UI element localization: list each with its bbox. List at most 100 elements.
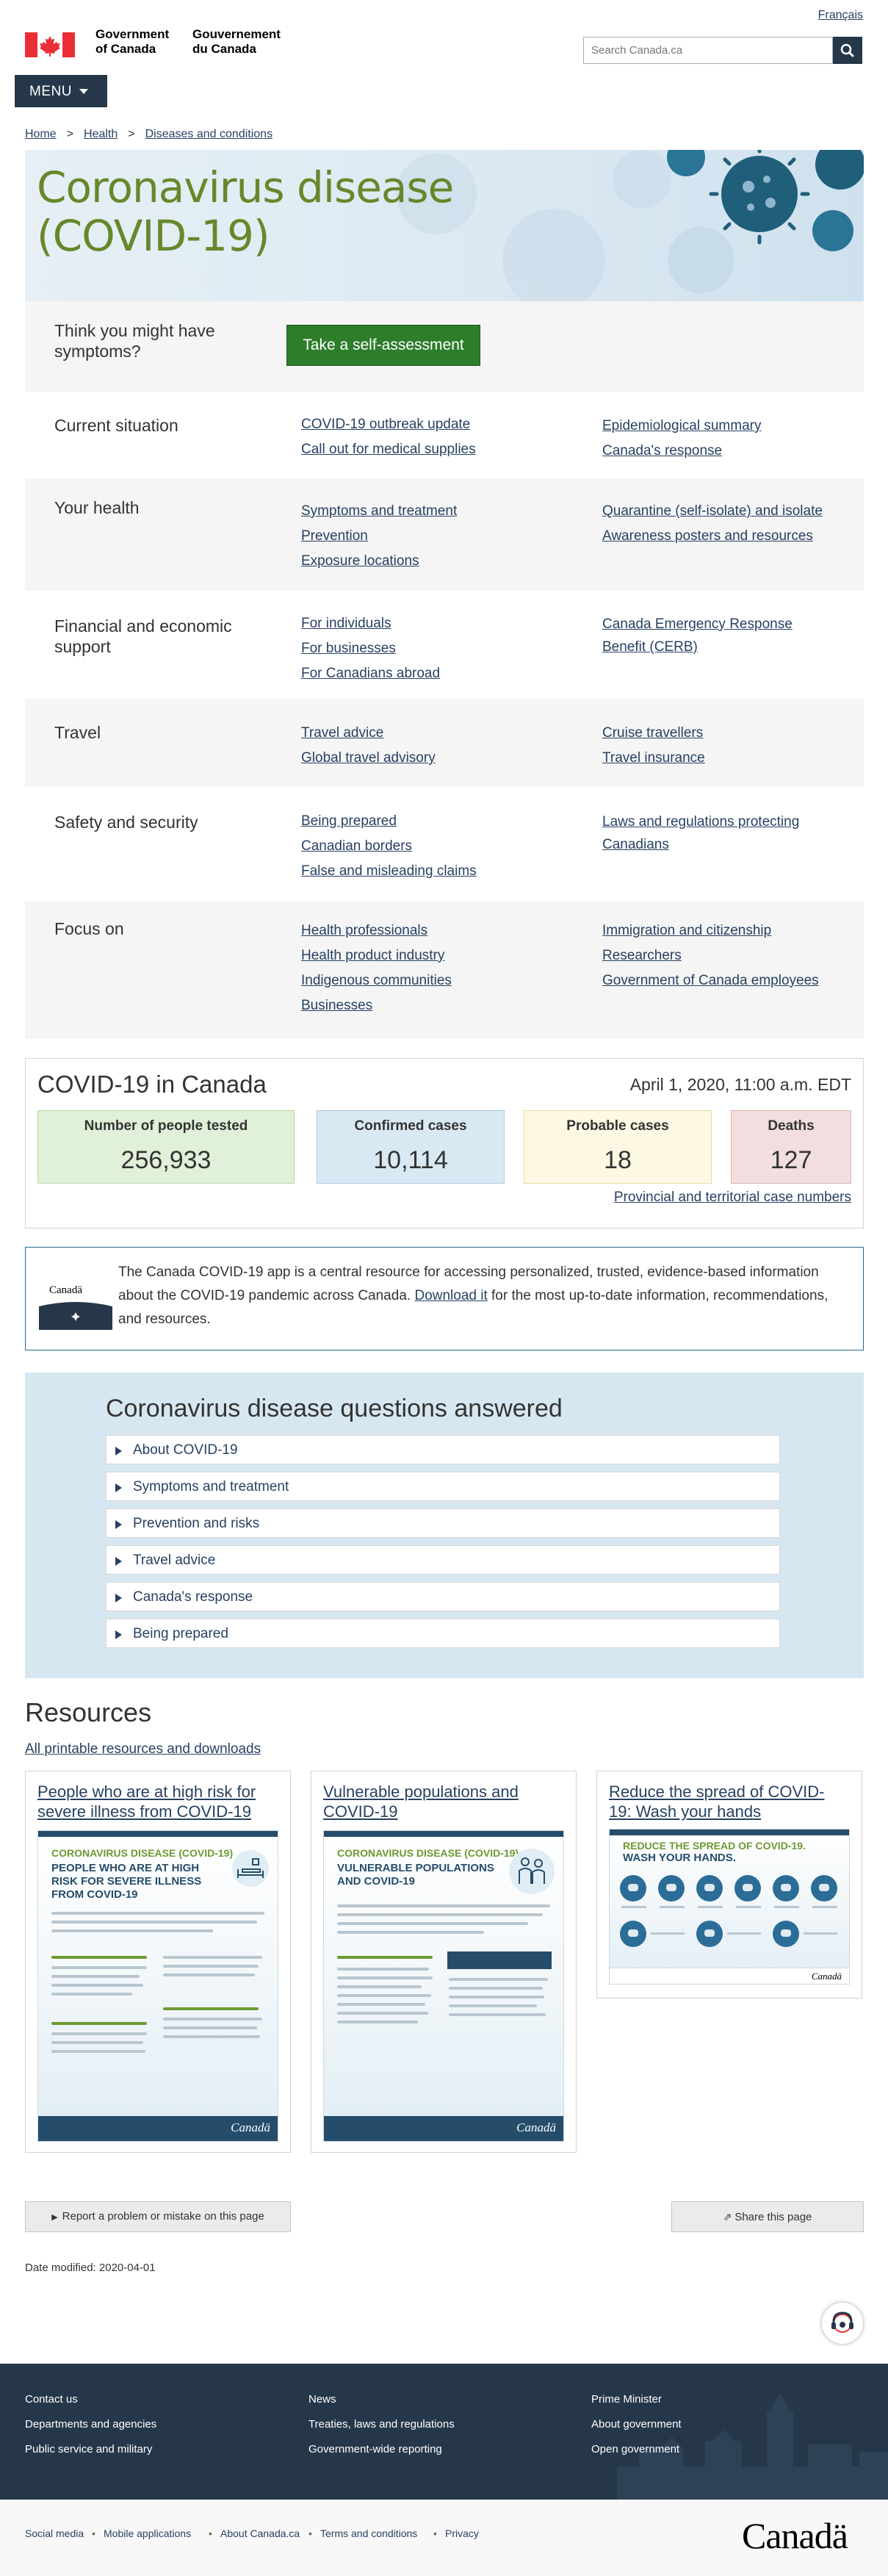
resource-poster-image[interactable]: REDUCE THE SPREAD OF COVID-19. WASH YOUR… (609, 1829, 850, 1985)
link-canadas-response[interactable]: Canada's response (602, 443, 723, 458)
footer-link-treaties[interactable]: Treaties, laws and regulations (308, 2418, 455, 2431)
breadcrumb-health[interactable]: Health (84, 128, 118, 140)
footer-link-mobile-apps[interactable]: Mobile applications (104, 2528, 192, 2539)
footer-link-about-canada-ca[interactable]: About Canada.ca (220, 2528, 300, 2539)
link-cruise-travellers[interactable]: Cruise travellers (602, 725, 704, 741)
breadcrumb: Home > Health > Diseases and conditions (25, 128, 272, 141)
resource-card-vulnerable[interactable]: Vulnerable populations and COVID-19 CORO… (311, 1771, 577, 2153)
poster-text-line (449, 1978, 548, 1981)
poster-heading: WASH YOUR HANDS. (623, 1852, 736, 1864)
section-links-right: Canada Emergency Response Benefit (CERB) (602, 613, 859, 658)
link-global-travel-advisory[interactable]: Global travel advisory (301, 750, 436, 766)
link-health-professionals[interactable]: Health professionals (301, 923, 428, 938)
resource-card-wash-hands[interactable]: Reduce the spread of COVID-19: Wash your… (596, 1771, 862, 1998)
link-for-canadians-abroad[interactable]: For Canadians abroad (301, 666, 441, 681)
poster-header-bar (38, 1831, 278, 1837)
symptoms-row: Think you might have symptoms? Take a se… (25, 301, 864, 392)
poster-text-line (163, 1965, 259, 1968)
search-input[interactable] (583, 37, 833, 64)
link-businesses[interactable]: Businesses (301, 998, 373, 1013)
section-links-right: Quarantine (self-isolate) and isolate Aw… (602, 499, 859, 549)
link-cerb[interactable]: Canada Emergency Response Benefit (CERB) (602, 616, 793, 655)
resource-card-high-risk[interactable]: People who are at high risk for severe i… (25, 1771, 291, 2153)
link-travel-insurance[interactable]: Travel insurance (602, 750, 705, 766)
search-button[interactable] (833, 37, 862, 64)
faq-item-travel[interactable]: Travel advice (106, 1545, 780, 1575)
link-false-claims[interactable]: False and misleading claims (301, 863, 477, 879)
footer-link-news[interactable]: News (308, 2393, 336, 2406)
link-gc-employees[interactable]: Government of Canada employees (602, 973, 819, 988)
share-page-button[interactable]: ⇗ Share this page (671, 2201, 864, 2232)
footer-link-departments[interactable]: Departments and agencies (25, 2418, 157, 2431)
link-outbreak-update[interactable]: COVID-19 outbreak update (301, 417, 471, 432)
resource-card-title[interactable]: People who are at high risk for severe i… (37, 1782, 256, 1821)
link-immigration[interactable]: Immigration and citizenship (602, 923, 772, 938)
stat-label: Deaths (768, 1118, 815, 1134)
section-title: Safety and security (54, 813, 198, 832)
download-app-link[interactable]: Download it (414, 1288, 488, 1303)
section-links-left: Travel advice Global travel advisory (301, 721, 436, 771)
section-links-left: Being prepared Canadian borders False an… (301, 809, 477, 884)
virus-illustration-icon (396, 150, 864, 301)
link-indigenous-communities[interactable]: Indigenous communities (301, 973, 452, 988)
faq-item-being-prepared[interactable]: Being prepared (106, 1619, 780, 1648)
menu-button[interactable]: MENU (15, 75, 107, 107)
poster-text-line (449, 2004, 537, 2007)
section-title: Financial and economic support (54, 616, 232, 656)
resource-card-title[interactable]: Reduce the spread of COVID-19: Wash your… (609, 1782, 825, 1821)
self-assessment-button[interactable]: Take a self-assessment (286, 325, 480, 366)
resource-card-title[interactable]: Vulnerable populations and COVID-19 (323, 1782, 519, 1821)
link-symptoms-treatment[interactable]: Symptoms and treatment (301, 503, 458, 519)
hospital-bed-icon (232, 1850, 269, 1887)
faq-item-canadas-response[interactable]: Canada's response (106, 1582, 780, 1611)
footer-link-reporting[interactable]: Government-wide reporting (308, 2443, 442, 2456)
poster-kicker: REDUCE THE SPREAD OF COVID-19. (623, 1840, 806, 1852)
poster-text-line (449, 2013, 546, 2016)
gov-signature-fr[interactable]: Gouvernement du Canada (192, 27, 281, 56)
link-being-prepared[interactable]: Being prepared (301, 813, 397, 829)
link-canadian-borders[interactable]: Canadian borders (301, 838, 413, 854)
report-problem-button[interactable]: ▶ Report a problem or mistake on this pag… (25, 2201, 291, 2232)
link-exposure-locations[interactable]: Exposure locations (301, 553, 419, 569)
breadcrumb-diseases[interactable]: Diseases and conditions (145, 128, 273, 140)
footer-link-open-government[interactable]: Open government (591, 2443, 680, 2456)
gov-signature-en[interactable]: Government of Canada (95, 27, 170, 56)
resource-poster-image[interactable]: CORONAVIRUS DISEASE (COVID-19) VULNERABL… (323, 1830, 564, 2142)
faq-item-about-covid[interactable]: About COVID-19 (106, 1435, 780, 1464)
link-travel-advice[interactable]: Travel advice (301, 725, 384, 741)
sub-footer: Social media • Mobile applications • Abo… (0, 2500, 888, 2576)
canada-flag-icon[interactable] (25, 32, 75, 57)
footer-link-public-service[interactable]: Public service and military (25, 2443, 153, 2456)
link-health-product-industry[interactable]: Health product industry (301, 948, 445, 963)
link-prevention[interactable]: Prevention (301, 528, 368, 544)
link-epi-summary[interactable]: Epidemiological summary (602, 418, 762, 433)
poster-text-line (337, 1922, 528, 1925)
chat-assistant-button[interactable] (822, 2303, 863, 2344)
breadcrumb-home[interactable]: Home (25, 128, 57, 140)
link-researchers[interactable]: Researchers (602, 948, 682, 963)
link-for-businesses[interactable]: For businesses (301, 641, 396, 656)
link-laws-regulations[interactable]: Laws and regulations protecting Canadians (602, 814, 800, 852)
language-toggle[interactable]: Français (817, 9, 863, 21)
poster-text-line (163, 2035, 260, 2038)
footer-link-privacy[interactable]: Privacy (445, 2528, 479, 2539)
faq-item-symptoms[interactable]: Symptoms and treatment (106, 1472, 780, 1501)
all-resources-link[interactable]: All printable resources and downloads (25, 1741, 261, 1757)
footer-link-terms[interactable]: Terms and conditions (320, 2528, 418, 2539)
link-for-individuals[interactable]: For individuals (301, 616, 391, 631)
section-links-left: Health professionals Health product indu… (301, 918, 452, 1018)
link-awareness-posters[interactable]: Awareness posters and resources (602, 528, 813, 544)
stat-label: Probable cases (566, 1118, 669, 1134)
faq-item-prevention[interactable]: Prevention and risks (106, 1508, 780, 1538)
footer-link-about-government[interactable]: About government (591, 2418, 682, 2431)
link-quarantine[interactable]: Quarantine (self-isolate) and isolate (602, 503, 823, 519)
poster-wordmark: Canadä (811, 1971, 842, 1982)
provincial-case-numbers-link[interactable]: Provincial and territorial case numbers (613, 1190, 851, 1205)
footer-link-prime-minister[interactable]: Prime Minister (591, 2393, 662, 2406)
faq-title: Coronavirus disease questions answered (106, 1395, 563, 1422)
poster-text-line (51, 1984, 143, 1987)
link-medical-supplies[interactable]: Call out for medical supplies (301, 442, 476, 457)
footer-link-contact[interactable]: Contact us (25, 2393, 78, 2406)
footer-link-social-media[interactable]: Social media (25, 2528, 84, 2539)
resource-poster-image[interactable]: CORONAVIRUS DISEASE (COVID-19) PEOPLE WH… (37, 1830, 278, 2142)
